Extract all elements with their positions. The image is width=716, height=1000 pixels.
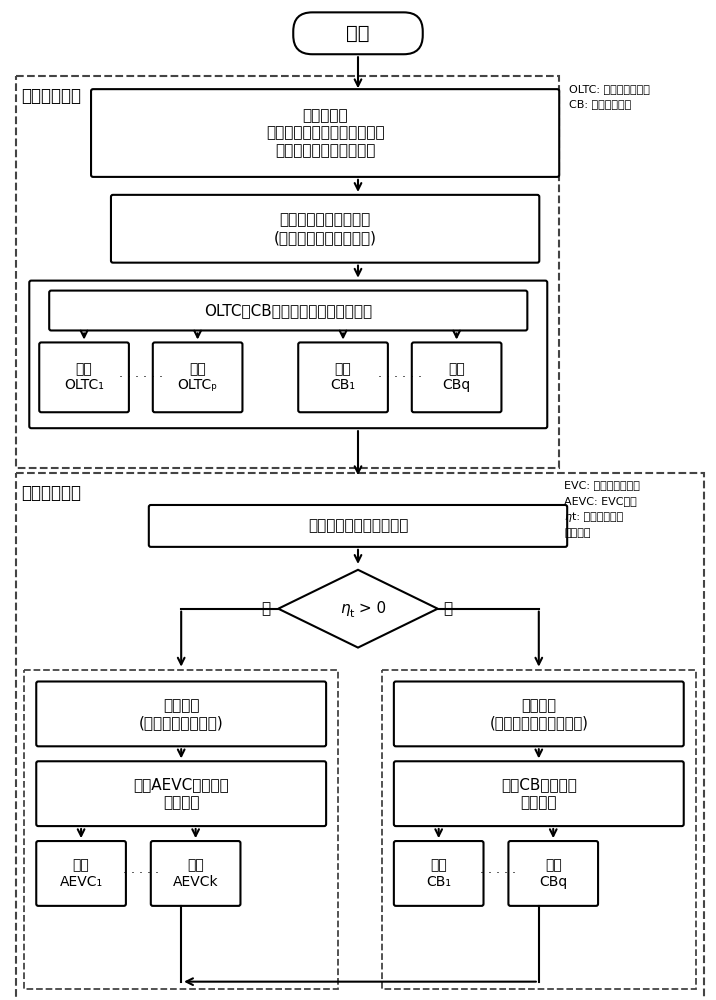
Text: 调节
CBq: 调节 CBq (539, 858, 567, 889)
FancyBboxPatch shape (16, 76, 559, 468)
Text: OLTC: 有载调压变压器: OLTC: 有载调压变压器 (569, 84, 650, 94)
Text: 开始: 开始 (347, 24, 369, 43)
Text: t: t (350, 609, 354, 619)
Text: 调节
OLTC₁: 调节 OLTC₁ (64, 362, 104, 392)
Text: η: η (340, 601, 350, 616)
FancyBboxPatch shape (151, 841, 241, 906)
Text: 正常运行
(系统有功网损最低): 正常运行 (系统有功网损最低) (139, 698, 223, 730)
Text: 调节
CB₁: 调节 CB₁ (426, 858, 451, 889)
FancyBboxPatch shape (294, 12, 422, 54)
Text: η: η (564, 512, 571, 522)
Text: 输入参数：
系统参数，发电机日前调度，
风机出力预测，负荷预测: 输入参数： 系统参数，发电机日前调度， 风机出力预测，负荷预测 (266, 108, 384, 158)
Text: 日内CB实时优化
调度方案: 日内CB实时优化 调度方案 (501, 777, 576, 810)
FancyBboxPatch shape (37, 841, 126, 906)
Text: 是: 是 (444, 601, 453, 616)
FancyBboxPatch shape (49, 291, 528, 330)
Text: EVC: 电动汽车充电桩: EVC: 电动汽车充电桩 (564, 480, 640, 490)
FancyBboxPatch shape (394, 761, 684, 826)
Text: CB: 并联电容器组: CB: 并联电容器组 (569, 99, 632, 109)
Text: 调节
CBq: 调节 CBq (442, 362, 470, 392)
FancyBboxPatch shape (412, 342, 501, 412)
Text: 日前优化调度: 日前优化调度 (21, 87, 82, 105)
FancyBboxPatch shape (29, 281, 547, 428)
FancyBboxPatch shape (508, 841, 598, 906)
Text: t: 时刻节点电压: t: 时刻节点电压 (572, 512, 624, 522)
FancyBboxPatch shape (24, 670, 338, 989)
FancyBboxPatch shape (37, 681, 326, 746)
Text: OLTC和CB的日前无功优化调度方案: OLTC和CB的日前无功优化调度方案 (204, 303, 372, 318)
FancyBboxPatch shape (382, 670, 696, 989)
Text: 故障运行
(电容器组动作次数最少): 故障运行 (电容器组动作次数最少) (489, 698, 589, 730)
Text: · · · · ·: · · · · · (123, 867, 159, 880)
FancyBboxPatch shape (111, 195, 539, 263)
Text: 日内AEVC实时优化
调度方案: 日内AEVC实时优化 调度方案 (133, 777, 229, 810)
Text: 调节
AEVC₁: 调节 AEVC₁ (59, 858, 102, 889)
Text: 超限个数: 超限个数 (564, 528, 591, 538)
Text: · · · · · ·: · · · · · · (119, 371, 163, 384)
Text: 日内优化修正: 日内优化修正 (21, 484, 82, 502)
Text: 调节
CB₁: 调节 CB₁ (331, 362, 356, 392)
FancyBboxPatch shape (299, 342, 388, 412)
FancyBboxPatch shape (153, 342, 243, 412)
Text: 实时更改无功源调度方式: 实时更改无功源调度方式 (308, 518, 408, 533)
FancyBboxPatch shape (149, 505, 567, 547)
FancyBboxPatch shape (394, 681, 684, 746)
FancyBboxPatch shape (16, 473, 704, 1000)
Text: 日前无功电压优化调度
(电力系统有功网损最低): 日前无功电压优化调度 (电力系统有功网损最低) (274, 213, 377, 245)
FancyBboxPatch shape (91, 89, 559, 177)
Text: · · · · ·: · · · · · (480, 867, 516, 880)
FancyBboxPatch shape (37, 761, 326, 826)
Text: 否: 否 (261, 601, 271, 616)
FancyBboxPatch shape (394, 841, 483, 906)
Text: · · · · · ·: · · · · · · (378, 371, 422, 384)
FancyBboxPatch shape (39, 342, 129, 412)
Polygon shape (279, 570, 437, 648)
Text: 调节
AEVCk: 调节 AEVCk (173, 858, 218, 889)
Text: 调节
OLTCₚ: 调节 OLTCₚ (178, 362, 218, 392)
Text: > 0: > 0 (354, 601, 386, 616)
Text: AEVC: EVC集群: AEVC: EVC集群 (564, 496, 637, 506)
